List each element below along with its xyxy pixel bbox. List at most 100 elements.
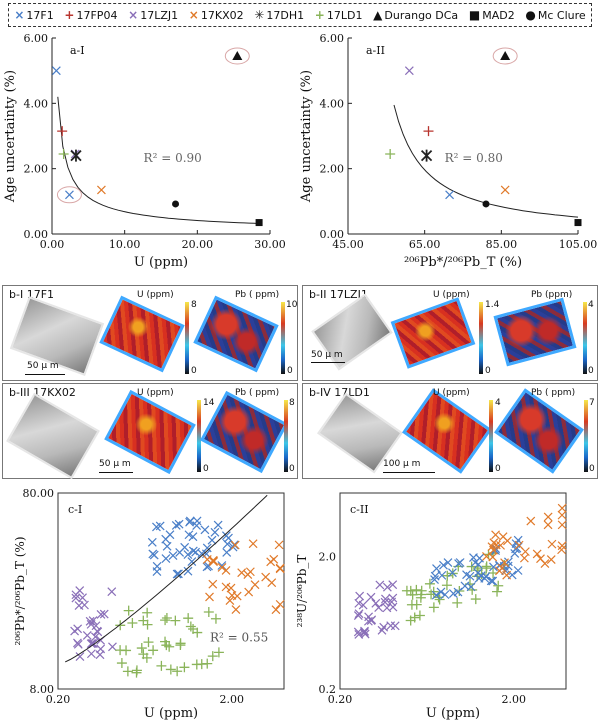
data-point — [142, 619, 153, 630]
data-point — [185, 516, 195, 526]
pb-min: 0 — [289, 464, 295, 474]
y-tick-label: 0.00 — [320, 228, 345, 241]
panel-b-IV: b-IV 17LD1 100 μ m U (ppm) 4 0 Pb ( ppm)… — [302, 383, 598, 479]
data-point — [244, 587, 254, 597]
legend-label: 17DH1 — [266, 8, 305, 22]
data-point — [209, 557, 218, 567]
legend-item: ● Mc Clure — [525, 8, 585, 22]
data-point — [196, 659, 207, 670]
data-point — [557, 520, 567, 530]
panels-a: 0.00 2.00 4.00 6.00 0.00 10.00 20.00 30.00 U (pp… — [3, 32, 597, 270]
scale-label: 100 μ m — [383, 459, 421, 469]
data-point — [148, 549, 158, 559]
plot-frame — [57, 492, 285, 690]
data-point — [430, 571, 440, 581]
x-tick-label: 85.00 — [486, 238, 518, 251]
legend-item: ▲ Durango DCa — [373, 8, 458, 22]
data-point — [147, 537, 157, 547]
data-point — [448, 589, 458, 598]
scale-label: 50 μ m — [311, 350, 343, 360]
data-point — [428, 602, 439, 613]
data-point — [123, 605, 134, 616]
legend-marker-icon: ■ — [468, 8, 481, 22]
y-tick-label: 0.2 — [319, 683, 337, 696]
y-tick-label: 4.00 — [24, 97, 49, 110]
x-tick-label: 2.00 — [501, 693, 526, 706]
data-point — [491, 530, 500, 540]
data-point — [227, 590, 237, 600]
u-max: 8 — [191, 300, 197, 310]
data-point — [420, 149, 433, 162]
scale-label: 50 μ m — [27, 361, 59, 371]
pb-map — [494, 388, 584, 474]
pb-colorbar — [584, 400, 588, 472]
panel-label: a-I — [70, 44, 85, 57]
y-tick-label: 4.00 — [320, 97, 345, 110]
legend-marker-icon: × — [14, 8, 25, 22]
u-max: 1.4 — [485, 300, 500, 310]
pb-title: Pb ( ppm) — [235, 290, 280, 300]
data-point — [138, 615, 149, 626]
data-point — [355, 591, 365, 601]
data-point — [423, 126, 434, 137]
data-point — [442, 570, 453, 581]
data-point — [489, 545, 498, 555]
data-point — [430, 575, 439, 584]
data-point — [491, 540, 501, 550]
legend-label: 17LD1 — [326, 8, 363, 22]
data-point — [131, 667, 142, 678]
u-title: U (ppm) — [137, 290, 174, 300]
data-point — [225, 596, 235, 605]
data-point — [511, 539, 521, 549]
data-point — [248, 539, 258, 549]
data-point — [183, 613, 194, 624]
legend-item: × 17KX02 — [189, 8, 244, 22]
data-point — [377, 625, 387, 635]
pb-title: Pb ( ppm) — [531, 388, 576, 398]
legend-item: ✳ 17DH1 — [254, 8, 304, 22]
data-point — [390, 621, 400, 631]
data-point — [71, 590, 81, 600]
panel-label: b-I 17F1 — [9, 288, 55, 301]
panel-label: b-IV 17LD1 — [309, 386, 370, 399]
data-point — [170, 615, 181, 626]
u-title: U (ppm) — [137, 388, 174, 398]
data-point — [360, 628, 369, 637]
highlight-ring — [492, 47, 518, 65]
data-point — [374, 603, 384, 612]
u-max: 4 — [495, 398, 501, 408]
data-point — [65, 190, 74, 200]
legend-marker-icon: × — [128, 8, 139, 22]
legend-marker-icon: ● — [525, 8, 536, 22]
data-point — [136, 643, 147, 654]
fit-curve — [57, 96, 260, 224]
data-point — [155, 521, 165, 531]
data-point — [366, 592, 376, 602]
data-point — [207, 535, 217, 545]
panel-b-II: b-II 17LZJ1 50 μ m U (ppm) 1.4 0 Pb (ppm… — [302, 285, 598, 381]
data-point — [536, 554, 545, 564]
x-tick-label: 30.00 — [254, 238, 286, 251]
y-axis-label: Age uncertainty (%) — [3, 70, 18, 203]
data-point — [381, 594, 390, 604]
data-point — [510, 549, 520, 558]
data-point — [371, 598, 381, 608]
legend-label: Durango DCa — [384, 8, 459, 22]
data-point — [500, 558, 509, 568]
data-point — [203, 606, 214, 617]
data-point — [162, 541, 172, 551]
y-tick-label: 6.00 — [24, 32, 49, 45]
data-point — [385, 148, 396, 159]
y-axis-label: Age uncertainty (%) — [299, 70, 314, 203]
data-point — [424, 578, 435, 589]
u-title: U (ppm) — [433, 290, 470, 300]
data-point — [171, 521, 181, 530]
panel-label: b-III 17KX02 — [9, 386, 76, 399]
data-point — [445, 190, 455, 200]
data-point — [366, 616, 376, 626]
legend-item: +17LD1 — [315, 8, 363, 22]
data-point — [358, 600, 368, 610]
pb-max: 4 — [588, 300, 594, 310]
pb-max: 7 — [589, 398, 595, 408]
r2-annotation: R² = 0.80 — [445, 151, 503, 165]
